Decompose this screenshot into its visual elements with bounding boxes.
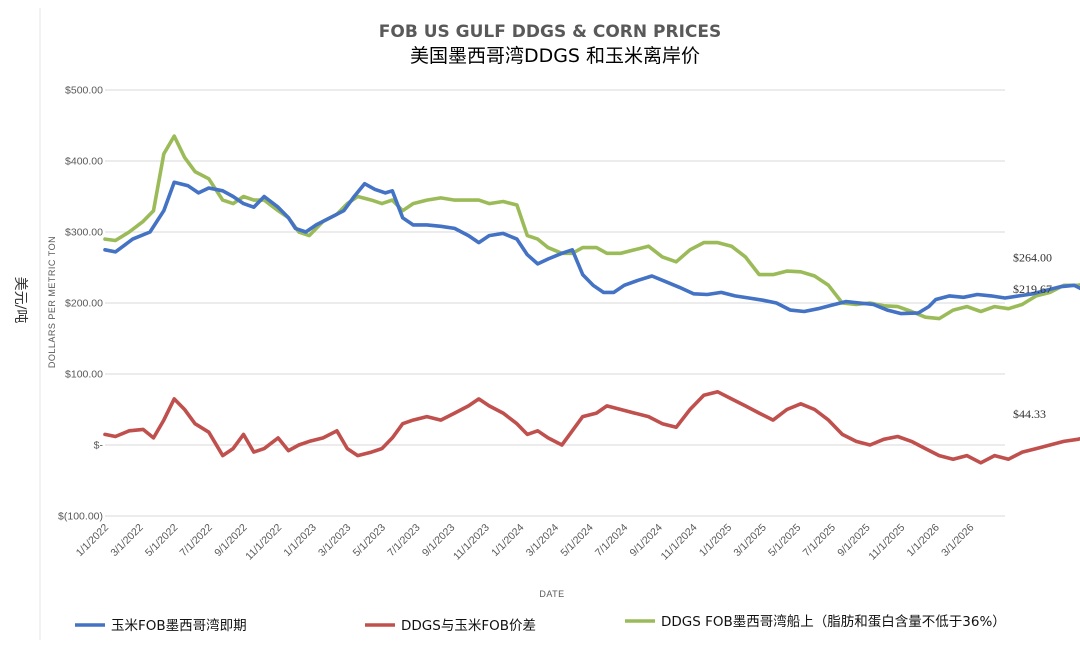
chart-title: FOB US GULF DDGS & CORN PRICES bbox=[379, 22, 721, 42]
x-tick-label: 11/1/2023 bbox=[451, 522, 492, 563]
series-lines bbox=[103, 134, 1080, 465]
series-line-2 bbox=[103, 134, 1080, 321]
x-tick-label: 5/1/2023 bbox=[351, 522, 388, 559]
x-tick-label: 1/1/2024 bbox=[489, 522, 526, 559]
y-tick-label: $200.00 bbox=[65, 298, 103, 310]
series-line-0 bbox=[103, 180, 1080, 316]
side-unit-label: 美元/吨 bbox=[12, 277, 28, 324]
x-tick-label: 3/1/2023 bbox=[316, 522, 353, 559]
x-tick-label: 3/1/2022 bbox=[108, 522, 145, 559]
x-axis-title: DATE bbox=[539, 589, 564, 599]
y-tick-label: $- bbox=[94, 440, 104, 452]
x-tick-label: 7/1/2023 bbox=[385, 522, 422, 559]
x-tick-label: 3/1/2024 bbox=[524, 522, 561, 559]
y-axis-title: DOLLARS PER METRIC TON bbox=[47, 236, 57, 368]
y-tick-labels: $500.00 $400.00 $300.00 $200.00 $100.00 $- $(1… bbox=[58, 85, 103, 523]
end-label-spread: $44.33 bbox=[1013, 407, 1046, 421]
gridlines bbox=[105, 89, 1005, 517]
legend-label-1: DDGS与玉米FOB价差 bbox=[401, 618, 536, 634]
end-labels: $219.67 $44.33 $264.00 bbox=[1013, 251, 1052, 421]
y-tick-label: $500.00 bbox=[65, 85, 103, 97]
x-tick-label: 5/1/2025 bbox=[766, 522, 803, 559]
x-tick-labels: 1/1/20223/1/20225/1/20227/1/20229/1/2022… bbox=[74, 522, 977, 563]
legend-label-0: 玉米FOB墨西哥湾即期 bbox=[111, 617, 247, 634]
x-tick-label: 1/1/2025 bbox=[697, 522, 734, 559]
y-tick-label: $(100.00) bbox=[58, 511, 103, 523]
end-label-ddgs: $264.00 bbox=[1013, 251, 1052, 265]
x-tick-label: 1/1/2023 bbox=[281, 522, 318, 559]
x-tick-label: 11/1/2024 bbox=[659, 522, 700, 563]
x-tick-label: 3/1/2025 bbox=[731, 522, 768, 559]
x-tick-label: 11/1/2022 bbox=[243, 522, 284, 563]
x-tick-label: 1/1/2026 bbox=[905, 522, 942, 559]
x-tick-label: 7/1/2025 bbox=[801, 522, 838, 559]
x-tick-label: 11/1/2025 bbox=[866, 522, 907, 563]
x-tick-label: 1/1/2022 bbox=[74, 522, 111, 559]
series-line-1 bbox=[103, 390, 1080, 465]
chart-subtitle: 美国墨西哥湾DDGS 和玉米离岸价 bbox=[410, 45, 700, 67]
y-tick-label: $300.00 bbox=[65, 227, 103, 239]
end-label-corn: $219.67 bbox=[1013, 282, 1052, 296]
x-tick-label: 5/1/2024 bbox=[558, 522, 595, 559]
x-tick-label: 7/1/2024 bbox=[593, 522, 630, 559]
y-tick-label: $400.00 bbox=[65, 156, 103, 168]
x-tick-label: 7/1/2022 bbox=[178, 522, 215, 559]
x-tick-label: 5/1/2022 bbox=[143, 522, 180, 559]
legend-label-2: DDGS FOB墨西哥湾船上（脂肪和蛋白含量不低于36%） bbox=[661, 613, 1006, 630]
x-tick-label: 3/1/2026 bbox=[939, 522, 976, 559]
y-tick-label: $100.00 bbox=[65, 369, 103, 381]
legend: 玉米FOB墨西哥湾即期 DDGS与玉米FOB价差 DDGS FOB墨西哥湾船上（脂肪… bbox=[75, 613, 1006, 634]
